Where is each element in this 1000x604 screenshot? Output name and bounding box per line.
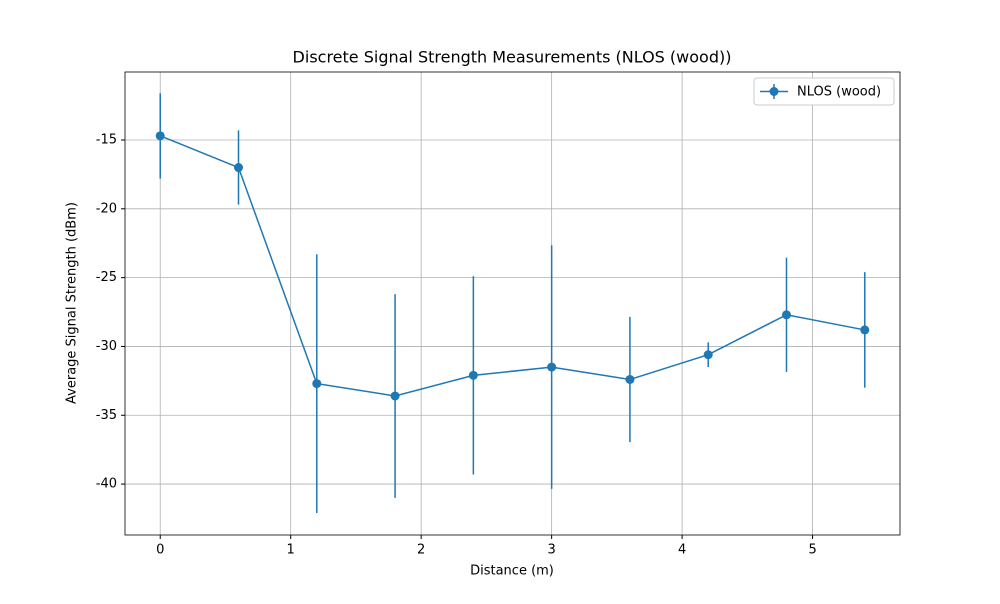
data-point	[312, 379, 322, 389]
y-axis-label: Average Signal Strength (dBm)	[65, 202, 80, 404]
data-point	[390, 391, 400, 401]
x-axis-label: Distance (m)	[470, 564, 554, 579]
data-point	[155, 131, 165, 141]
y-tick-label: -25	[96, 270, 117, 285]
data-point	[468, 370, 478, 380]
data-point	[234, 163, 244, 173]
data-point	[547, 362, 557, 372]
x-tick-label: 1	[287, 543, 295, 558]
x-tick-label: 2	[417, 543, 425, 558]
y-tick-label: -35	[96, 408, 117, 423]
x-tick-label: 4	[678, 543, 686, 558]
x-tick-label: 0	[156, 543, 164, 558]
y-tick-label: -20	[96, 201, 117, 216]
data-point	[703, 350, 713, 360]
y-tick-label: -40	[96, 477, 117, 492]
series-line	[159, 135, 865, 397]
y-tick-label: -30	[96, 339, 117, 354]
data-point	[860, 325, 870, 335]
x-tick-label: 3	[548, 543, 556, 558]
data-point	[781, 310, 791, 320]
chart-title: Discrete Signal Strength Measurements (N…	[293, 48, 732, 67]
x-tick-label: 5	[808, 543, 816, 558]
plot-frame	[124, 71, 901, 536]
y-tick-label: -15	[96, 132, 117, 147]
legend-marker	[769, 87, 779, 96]
data-point	[625, 374, 635, 384]
legend-label: NLOS (wood)	[797, 85, 881, 100]
legend-box	[753, 77, 895, 106]
